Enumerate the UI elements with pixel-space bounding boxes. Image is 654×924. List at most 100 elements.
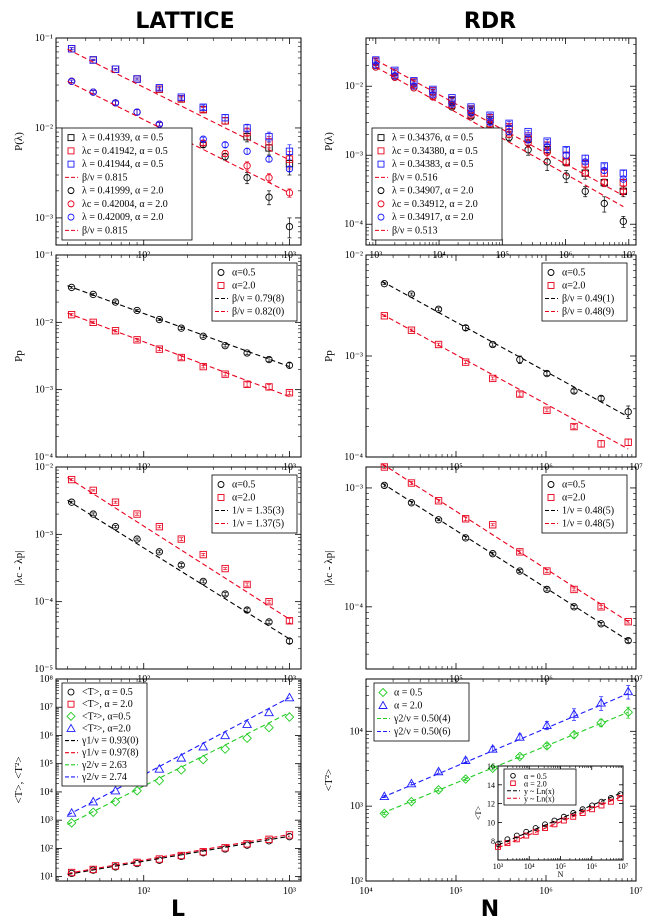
panel-3-legend-box <box>541 262 628 322</box>
panel-1-point-2-8 <box>524 127 532 136</box>
panel-2-point-1-9 <box>265 383 273 391</box>
panel-7-point-1-1 <box>406 778 417 788</box>
panel-6-point-3-9 <box>264 707 274 717</box>
panel-5-series-3 <box>381 463 629 623</box>
panel-6-xtick-label-0: 10² <box>137 886 150 897</box>
panel-1-ytick-label-1: 10⁻³ <box>345 150 363 161</box>
panel-1-point-6-6 <box>486 118 494 126</box>
panel-4-legend-label-1: α=2.0 <box>232 493 255 504</box>
panel-0-legend-marker-2 <box>67 160 75 168</box>
panel-2-ytick-label-3: 10⁻¹ <box>35 250 53 261</box>
panel-2-legend-label-2: β/ν = 0.79(8) <box>232 294 284 305</box>
panel-7-legend-marker-1 <box>378 700 388 709</box>
panel-0-point-2-3 <box>133 75 141 83</box>
panel-7-point-0-6 <box>542 740 552 751</box>
panel-2-legend: α=0.5 α=2.0 β/ν = 0.79(8) β/ν = 0.82(0) <box>211 262 298 322</box>
panel-6-series-4 <box>67 835 290 875</box>
panel-4-ytick-label-3: 10⁻² <box>35 462 53 473</box>
panel-7-inset-point-0-1 <box>504 836 511 843</box>
panel-5-point-0-4 <box>489 550 497 558</box>
panel-3-series-3 <box>381 313 629 450</box>
panel-1-legend-label-4: λ = 0.34907, α = 2.0 <box>392 186 473 197</box>
panel-1-point-5-12 <box>600 179 608 187</box>
panel-6-fit-line-5 <box>67 833 290 874</box>
panel-5-point-0-1 <box>407 499 416 507</box>
panel-2-ytick-label-2: 10⁻² <box>35 317 53 328</box>
panel-5-fit-line-3 <box>381 463 629 623</box>
panel-0-point-2-4 <box>155 84 164 92</box>
panel-0-legend-label-2: λ = 0.41944, α = 0.5 <box>82 159 163 170</box>
panel-2-ylabel: Pp <box>13 350 25 362</box>
panel-5-legend-label-1: α=2.0 <box>562 493 585 504</box>
panel-2-legend-label-0: α=0.5 <box>232 268 255 279</box>
panel-1-point-2-2 <box>410 77 418 85</box>
panel-3-point-0-3 <box>461 324 470 332</box>
panel-6-legend-label-7: γ2/ν = 2.74 <box>81 772 127 783</box>
panel-0-legend-marker-0 <box>67 134 75 142</box>
panel-0-legend-label-0: λ = 0.41939, α = 0.5 <box>82 133 163 144</box>
panel-6-legend-marker-0 <box>67 688 75 696</box>
panel-7-inset-point-1-12 <box>607 798 614 805</box>
panel-2-point-0-2 <box>111 298 120 306</box>
panel-6-point-2-4 <box>154 775 165 786</box>
panel-3-point-0-9 <box>624 408 632 416</box>
panel-7-frame <box>365 678 637 882</box>
panel-6-point-3-2 <box>110 785 121 795</box>
panel-7-fit-line-2 <box>381 711 629 814</box>
panel-6-point-3-0 <box>66 807 77 817</box>
panel-4-series-2 <box>67 499 290 640</box>
panel-7-inset-legend-box <box>503 768 577 806</box>
xlabel-n: N <box>481 897 499 922</box>
panel-5-point-0-2 <box>434 516 443 524</box>
panel-3-series-0 <box>380 280 632 419</box>
panel-0-point-2-7 <box>221 114 229 122</box>
panel-5-point-0-0 <box>380 481 389 490</box>
panel-3-legend-marker-1 <box>547 282 555 289</box>
panel-0-point-2-6 <box>199 103 207 111</box>
panel-4-point-1-5 <box>177 535 185 543</box>
panel-3-fit-line-3 <box>381 313 629 450</box>
panel-6-point-3-10 <box>284 692 295 702</box>
panel-4-point-0-10 <box>285 637 294 645</box>
panel-1-ytick-label-0: 10⁻⁴ <box>344 219 363 230</box>
panel-2-legend-marker-0 <box>217 269 225 276</box>
panel-5-frame <box>365 466 637 670</box>
panel-6-legend-label-3: <T²>, α=2.0 <box>82 723 131 734</box>
panel-7-inset-legend-label-1: α = 2.0 <box>524 779 547 788</box>
panel-2-point-1-6 <box>199 362 207 371</box>
panel-6-legend-label-2: <T²>, α=0.5 <box>82 711 131 722</box>
panel-3-ylabel: Pp <box>323 350 335 362</box>
panel-4-point-0-6 <box>199 577 207 586</box>
panel-5-legend-marker-0 <box>547 481 555 488</box>
panel-4-point-1-7 <box>221 564 229 573</box>
panel-2-point-1-4 <box>155 345 164 353</box>
panel-0-point-6-9 <box>265 155 273 163</box>
panel-3-point-0-0 <box>380 280 389 288</box>
panel-7-inset-legend-label-2: y ~ Ln(x) <box>524 787 555 796</box>
panel-5-point-1-0 <box>380 463 389 471</box>
panel-3-point-1-0 <box>380 312 389 320</box>
panel-1-point-6-13 <box>619 175 627 183</box>
panel-7-legend-label-0: α = 0.5 <box>394 688 422 699</box>
panel-2-point-0-4 <box>155 315 164 324</box>
panel-1-point-2-6 <box>486 111 494 119</box>
panel-1-point-6-12 <box>600 166 608 175</box>
panel-1-point-2-0 <box>372 56 380 64</box>
panel-2-point-1-3 <box>133 336 141 344</box>
panel-4-ytick-label-0: 10⁻⁵ <box>34 664 53 675</box>
panel-6-point-3-4 <box>154 763 165 773</box>
panel-4-legend-marker-0 <box>217 481 225 488</box>
panel-6-point-3-7 <box>220 730 231 740</box>
panel-4-point-1-4 <box>155 523 164 531</box>
panel-4-legend-marker-1 <box>217 494 225 501</box>
panel-1-legend-box <box>371 127 503 241</box>
panel-5-point-1-6 <box>543 567 551 575</box>
panel-3-legend-label-2: β/ν = 0.49(1) <box>562 294 614 305</box>
panel-6-frame <box>55 678 302 882</box>
panel-6-point-2-5 <box>176 765 187 775</box>
panel-7-inset-series-3 <box>497 796 621 849</box>
panel-5-legend-box <box>541 474 628 534</box>
panel-4-point-0-5 <box>177 561 185 569</box>
panel-4-legend: α=0.5 α=2.0 1/ν = 1.35(3) 1/ν = 1.37(5) <box>211 474 298 534</box>
